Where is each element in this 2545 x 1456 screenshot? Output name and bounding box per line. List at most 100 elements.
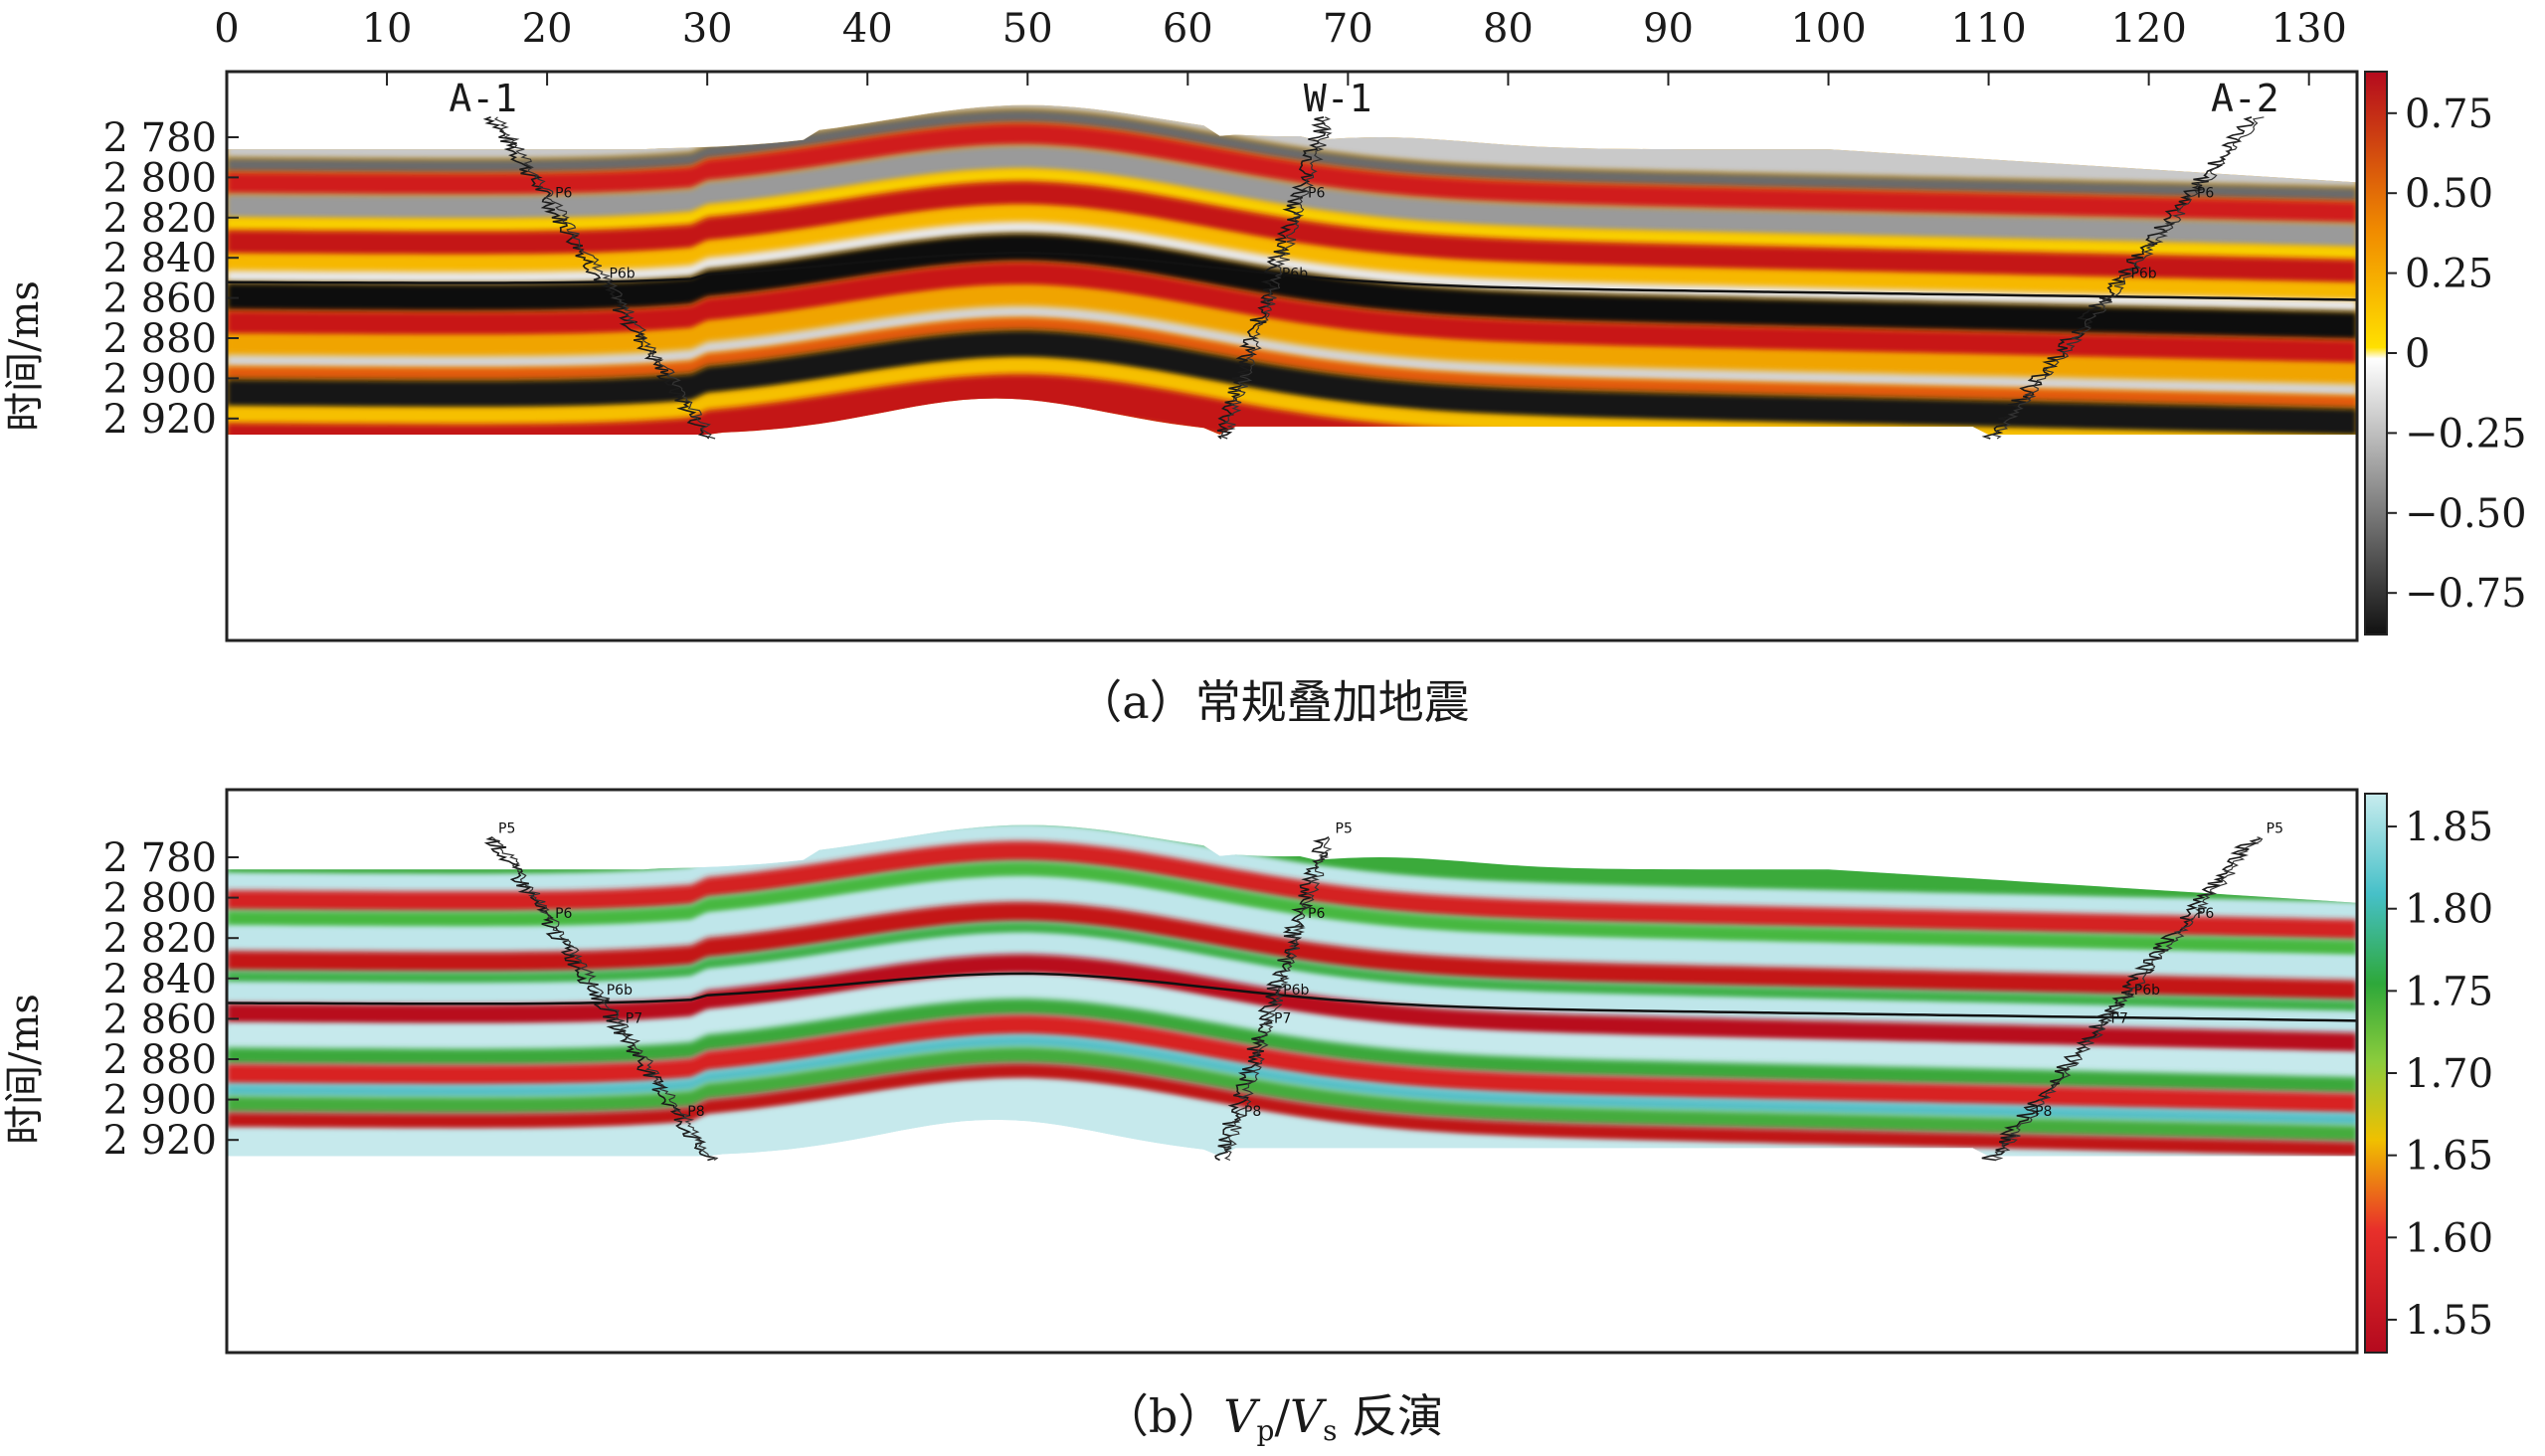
y-tick-label: 2 860 <box>102 997 217 1042</box>
amplitude-band <box>227 1079 2357 1157</box>
panel-b-heatmap <box>227 824 2357 1157</box>
colorbar-tick-label: 0.75 <box>2405 91 2493 137</box>
amplitude-band <box>227 181 2357 284</box>
well-log: P6 P6b W-1 <box>1216 77 1372 440</box>
y-tick-label: 2 920 <box>102 1118 217 1164</box>
caption-prefix: （b） <box>1103 1389 1223 1443</box>
x-tick-label: 120 <box>2110 6 2186 52</box>
well-marker: P6 <box>2197 186 2214 202</box>
caption-vp: V <box>1223 1389 1261 1443</box>
panel-a-wells: P6 P6b A-1 P6 P6b W-1 P6 P6b A-2 <box>449 77 2279 440</box>
x-tick-label: 30 <box>682 6 733 52</box>
amplitude-band <box>227 145 2357 248</box>
amplitude-band <box>227 954 2357 1053</box>
amplitude-band <box>227 169 2357 261</box>
amplitude-band <box>227 317 2357 409</box>
well-marker: P8 <box>687 1104 704 1120</box>
panel-a-caption: （a）常规叠加地震 <box>1076 675 1469 729</box>
y-tick-label: 2 780 <box>102 835 217 881</box>
panel-b-colorbar: 1.85 1.80 1.75 1.70 1.65 1.60 1.55 <box>2364 793 2493 1354</box>
horizon-line <box>227 972 2357 1022</box>
panel-b-frame <box>225 788 2359 1355</box>
colorbar-tick-label: 1.65 <box>2405 1134 2493 1180</box>
x-tick-label: 20 <box>522 6 573 52</box>
x-tick-label: 50 <box>1002 6 1053 52</box>
y-tick-label: 2 880 <box>102 316 217 362</box>
amplitude-band <box>227 974 2357 1078</box>
horizon-line <box>227 252 2357 301</box>
well-marker: P6 <box>555 186 572 202</box>
well-marker: P7 <box>2111 1010 2128 1026</box>
caption-vp-sub: p <box>1257 1414 1275 1447</box>
panel-a: P6 P6b A-1 P6 P6b W-1 P6 P6b A-2 0 10 20 30 40 50 60 70… <box>2 6 2527 729</box>
y-tick-label: 2 780 <box>102 115 217 161</box>
colorbar-tick-label: −0.25 <box>2405 411 2527 456</box>
well-marker: P6b <box>609 266 635 281</box>
y-tick-label: 2 840 <box>102 957 217 1002</box>
y-tick-label: 2 920 <box>102 397 217 443</box>
well-marker: P6b <box>1282 266 1308 281</box>
x-tick-label: 100 <box>1790 6 1866 52</box>
x-tick-label: 80 <box>1483 6 1534 52</box>
amplitude-band <box>227 122 2357 224</box>
amplitude-band <box>227 262 2357 365</box>
colorbar-tick-label: 0.25 <box>2405 252 2493 297</box>
amplitude-band <box>227 329 2357 435</box>
well-log: P6 P6b A-2 <box>1981 77 2279 440</box>
panel-a-colorbar: 0.75 0.50 0.25 0 −0.25 −0.50 −0.75 <box>2364 71 2527 636</box>
well-marker: P6 <box>1308 186 1325 202</box>
well-name: A-2 <box>2211 77 2279 120</box>
well-log: P5 P6 P6b P7 P8 <box>483 821 719 1162</box>
amplitude-band <box>227 1063 2357 1157</box>
amplitude-band <box>227 1014 2357 1114</box>
panel-a-ylabel: 时间/ms <box>2 280 48 432</box>
well-marker: P6b <box>2134 983 2160 999</box>
y-tick-label: 2 820 <box>102 196 217 242</box>
well-log: P6 P6b A-1 <box>449 77 716 440</box>
caption-slash: / <box>1274 1389 1290 1443</box>
colorbar-tick-label: 1.80 <box>2405 887 2493 933</box>
y-tick-label: 2 820 <box>102 916 217 962</box>
caption-suffix: 反演 <box>1338 1389 1444 1443</box>
well-marker: P6 <box>1308 906 1325 922</box>
amplitude-band <box>227 205 2357 300</box>
panel-b-caption: （b）Vp/Vs 反演 <box>1103 1389 1443 1447</box>
y-tick-label: 2 840 <box>102 236 217 281</box>
y-tick-label: 2 800 <box>102 155 217 201</box>
well-marker: P8 <box>2035 1104 2052 1120</box>
caption-vs-sub: s <box>1323 1414 1337 1447</box>
colorbar-tick-label: 1.85 <box>2405 805 2493 850</box>
y-tick-label: 2 860 <box>102 276 217 322</box>
panel-b-ylabel: 时间/ms <box>2 994 48 1145</box>
panel-a-heatmap <box>227 104 2357 435</box>
colorbar-tick-label: 1.70 <box>2405 1051 2493 1097</box>
well-marker: P6 <box>2197 906 2214 922</box>
x-tick-label: 10 <box>362 6 413 52</box>
panel-b-wells: P5 P6 P6b P7 P8 P5 P6 P6b P7 P8 P5 P6 P6b P7 P8 <box>483 821 2283 1162</box>
amplitude-band <box>227 285 2357 385</box>
amplitude-band <box>227 861 2357 957</box>
x-tick-label: 90 <box>1643 6 1694 52</box>
well-marker: P5 <box>2267 821 2283 837</box>
colorbar-tick-label: 0.50 <box>2405 171 2493 217</box>
amplitude-band <box>227 108 2357 202</box>
x-tick-label: 130 <box>2272 6 2347 52</box>
amplitude-band <box>227 840 2357 941</box>
well-log: P5 P6 P6b P7 P8 <box>1981 821 2283 1162</box>
well-marker: P6b <box>607 983 633 999</box>
x-tick-label: 70 <box>1323 6 1373 52</box>
amplitude-band <box>227 1046 2357 1143</box>
x-tick-label: 110 <box>1950 6 2026 52</box>
amplitude-band <box>227 1034 2357 1126</box>
panel-a-frame <box>225 70 2359 642</box>
y-tick-label: 2 800 <box>102 876 217 922</box>
y-tick-label: 2 900 <box>102 356 217 402</box>
colorbar-tick-label: 1.60 <box>2405 1215 2493 1261</box>
amplitude-band <box>227 824 2357 920</box>
well-name: A-1 <box>449 77 517 120</box>
x-tick-label: 40 <box>842 6 893 52</box>
well-marker: P5 <box>498 821 515 837</box>
y-tick-label: 2 880 <box>102 1037 217 1083</box>
